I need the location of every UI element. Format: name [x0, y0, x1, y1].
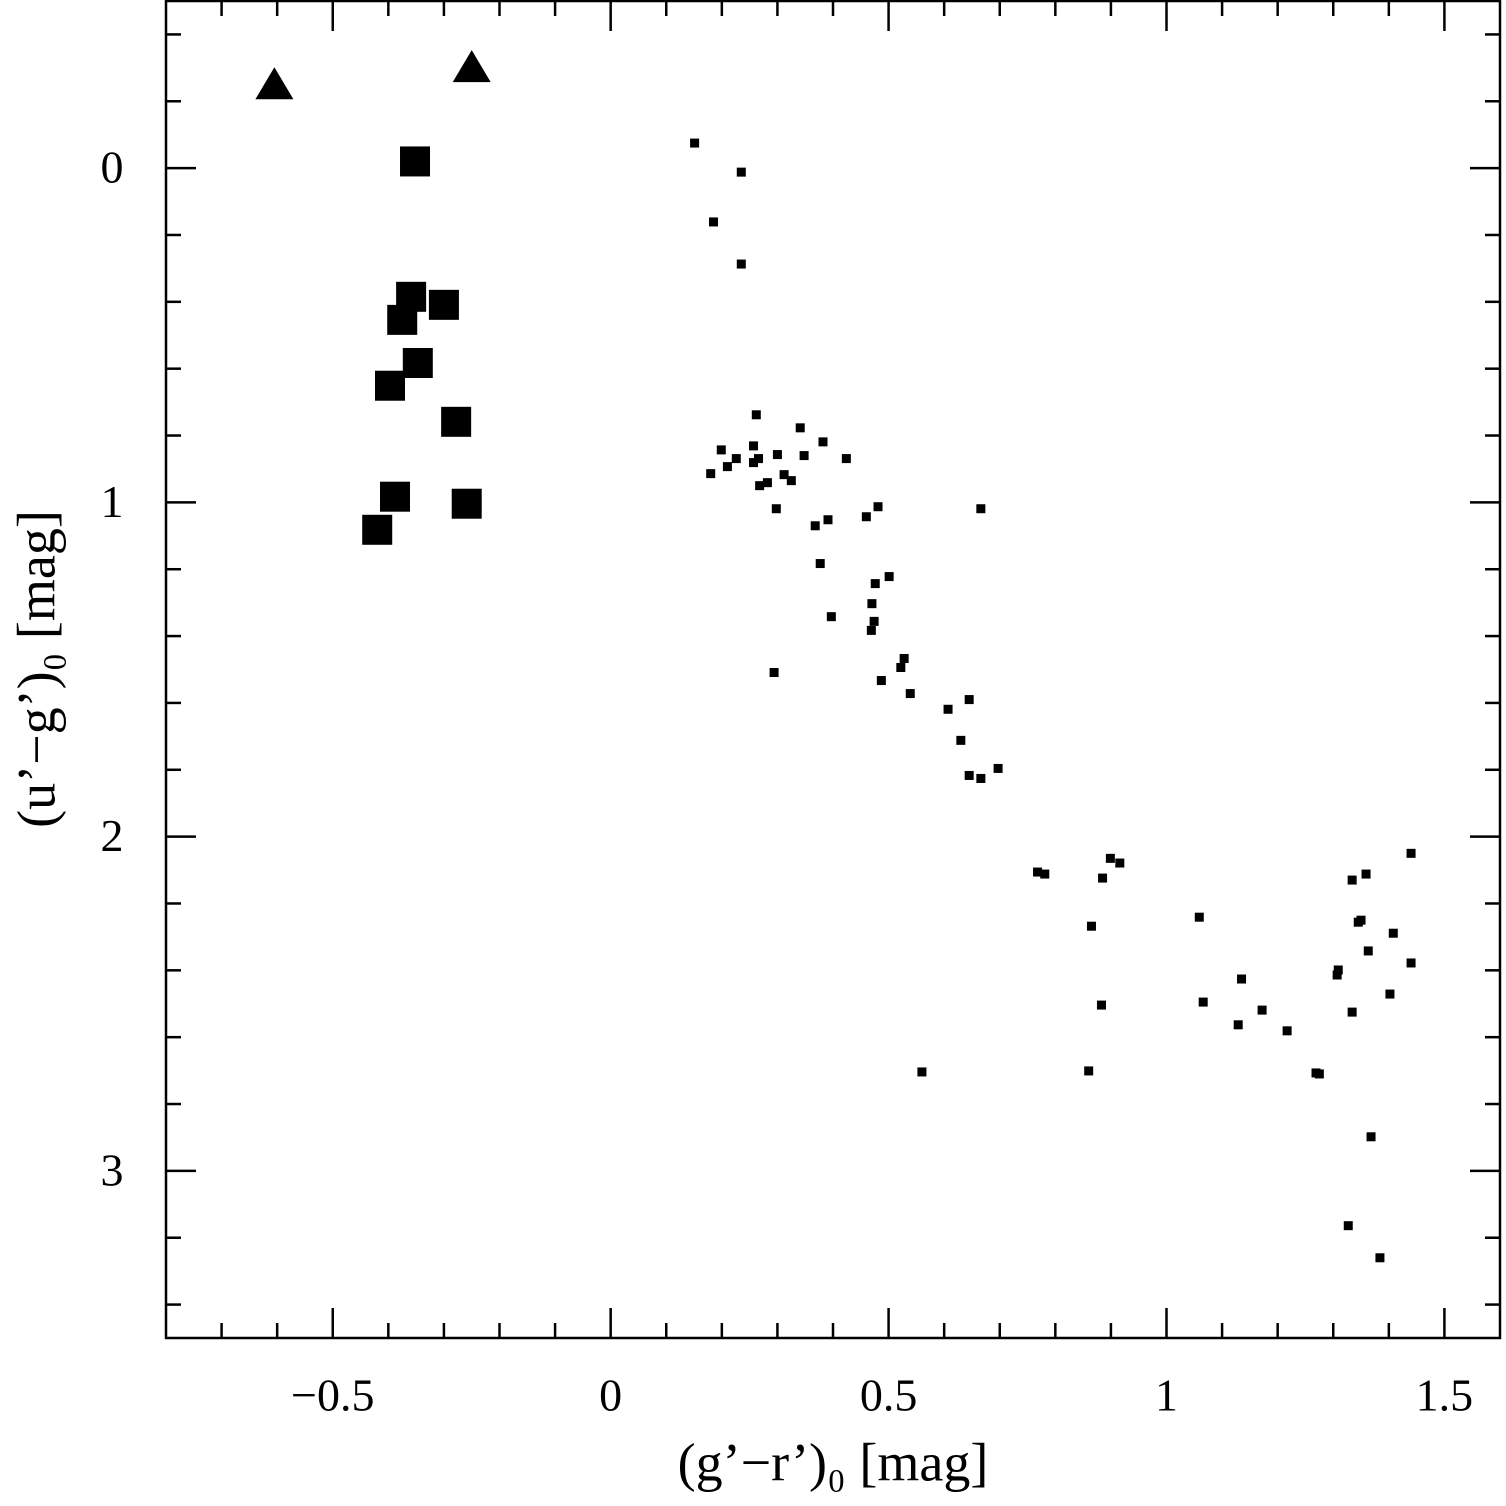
- small-square-point: [736, 167, 746, 177]
- big-square-point: [441, 406, 472, 437]
- small-square-point: [749, 441, 759, 451]
- small-square-point: [993, 763, 1003, 773]
- small-square-point: [731, 454, 741, 464]
- small-square-point: [826, 612, 836, 622]
- big-square-point: [451, 488, 482, 519]
- small-square-point: [769, 668, 779, 678]
- small-square-point: [810, 521, 820, 531]
- plot-frame: [164, 0, 1502, 1340]
- small-square-point: [762, 478, 772, 488]
- small-square-point: [976, 773, 986, 783]
- small-square-point: [861, 512, 871, 522]
- small-square-point: [1333, 965, 1343, 975]
- small-square-point: [771, 504, 781, 514]
- small-square-point: [1356, 915, 1366, 925]
- small-square-point: [1115, 858, 1125, 868]
- small-square-point: [1040, 869, 1050, 879]
- big-square-point: [380, 481, 411, 512]
- small-square-point: [755, 481, 765, 491]
- small-square-point: [795, 423, 805, 433]
- small-square-point: [716, 445, 726, 455]
- small-square-point: [956, 735, 966, 745]
- small-square-point: [1282, 1026, 1292, 1036]
- big-square-point: [428, 289, 459, 320]
- small-square-point: [736, 259, 746, 269]
- x-tick-label: 0.5: [860, 1370, 918, 1421]
- small-square-point: [866, 625, 876, 635]
- small-square-point: [905, 689, 915, 699]
- triangle-point: [255, 67, 294, 100]
- small-square-point: [884, 572, 894, 582]
- small-square-point: [1098, 873, 1108, 883]
- small-square-point: [722, 462, 732, 472]
- y-tick-label: 2: [101, 810, 124, 861]
- small-square-point: [1105, 853, 1115, 863]
- small-square-point: [899, 653, 909, 663]
- x-tick-label: 1.5: [1416, 1370, 1474, 1421]
- y-axis-label: (u’−g’)₀ [mag]: [6, 510, 66, 828]
- small-square-point: [1406, 848, 1416, 858]
- small-square-point: [815, 559, 825, 569]
- small-square-point: [1233, 1020, 1243, 1030]
- x-tick-label: 0: [599, 1370, 622, 1421]
- x-axis-label: (g’−r’)₀ [mag]: [678, 1432, 989, 1492]
- small-square-point: [1361, 869, 1371, 879]
- small-square-point: [873, 502, 883, 512]
- small-square-point: [1332, 970, 1342, 980]
- triangle-point: [452, 50, 491, 83]
- small-square-point: [896, 662, 906, 672]
- small-square-point: [1366, 1132, 1376, 1142]
- small-square-point: [869, 616, 879, 626]
- small-square-point: [1086, 921, 1096, 931]
- small-square-point: [867, 599, 877, 609]
- big-square-point: [400, 146, 431, 177]
- big-square-point: [387, 304, 418, 335]
- small-square-point: [779, 470, 789, 480]
- y-tick-label: 1: [101, 476, 124, 527]
- small-square-point: [786, 476, 796, 486]
- x-tick-label: 1: [1155, 1370, 1178, 1421]
- big-square-point: [402, 347, 433, 378]
- small-square-point: [1096, 1000, 1106, 1010]
- small-square-point: [964, 770, 974, 780]
- small-square-point: [943, 704, 953, 714]
- small-square-point: [754, 454, 764, 464]
- x-tick-label: −0.5: [291, 1370, 374, 1421]
- small-square-point: [1343, 1221, 1353, 1231]
- small-square-point: [841, 454, 851, 464]
- y-tick-label: 0: [101, 142, 124, 193]
- small-square-point: [751, 410, 761, 420]
- small-square-point: [1314, 1069, 1324, 1079]
- small-square-point: [823, 515, 833, 525]
- small-square-point: [1194, 912, 1204, 922]
- small-square-point: [1198, 997, 1208, 1007]
- small-square-point: [1406, 958, 1416, 968]
- small-square-point: [1237, 974, 1247, 984]
- small-square-point: [799, 451, 809, 461]
- small-square-point: [976, 504, 986, 514]
- small-square-point: [1385, 989, 1395, 999]
- small-square-point: [772, 450, 782, 460]
- small-square-point: [690, 138, 700, 148]
- small-square-point: [1084, 1066, 1094, 1076]
- small-square-point: [876, 676, 886, 686]
- small-square-point: [1388, 928, 1398, 938]
- big-square-point: [362, 514, 393, 545]
- big-square-point: [375, 370, 406, 401]
- small-square-point: [1347, 875, 1357, 885]
- small-square-point: [1375, 1253, 1385, 1263]
- small-square-point: [1033, 867, 1043, 877]
- small-square-point: [749, 458, 759, 468]
- small-square-point: [1363, 946, 1373, 956]
- small-square-point: [706, 469, 716, 479]
- small-square-point: [964, 695, 974, 705]
- small-square-point: [818, 437, 828, 447]
- y-tick-label: 3: [101, 1144, 124, 1195]
- small-square-point: [917, 1067, 927, 1077]
- small-square-point: [708, 217, 718, 227]
- small-square-point: [1347, 1007, 1357, 1017]
- small-square-point: [1257, 1005, 1267, 1015]
- small-square-point: [870, 579, 880, 589]
